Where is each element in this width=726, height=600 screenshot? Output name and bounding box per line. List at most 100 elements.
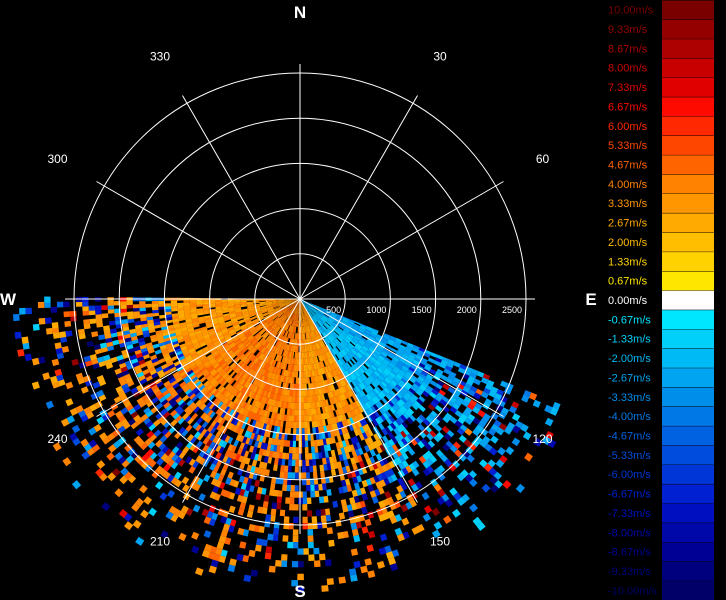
velocity-gate-17 [407,342,414,348]
velocity-gate-2727 [275,326,281,333]
velocity-gate-2305 [260,402,266,410]
velocity-gate-2551 [242,395,249,402]
velocity-gate-2100 [292,326,295,333]
velocity-gate-3437 [122,386,131,394]
velocity-gate-1674 [313,484,319,491]
velocity-gate-1639 [314,446,319,453]
velocity-gate-557 [493,471,502,481]
velocity-gate-2622 [212,435,219,444]
velocity-gate-3760 [205,320,212,325]
velocity-gate-443 [375,358,383,365]
velocity-gate-3441 [83,406,92,415]
velocity-gate-2338 [258,402,263,409]
velocity-gate-1669 [311,452,316,460]
velocity-gate-3577 [197,336,204,341]
velocity-gate-3402 [163,369,172,376]
velocity-gate-180 [407,356,415,363]
velocity-gate-2431 [246,410,252,418]
velocity-gate-2524 [236,413,242,420]
velocity-gate-3581 [173,345,181,351]
legend-swatch-24 [662,465,714,484]
velocity-gate-3876 [278,301,285,303]
velocity-gate-1507 [312,369,316,377]
velocity-gate-186 [440,374,448,381]
velocity-gate-2602 [281,322,286,329]
velocity-gate-2475 [293,307,297,313]
velocity-gate-653 [301,301,307,306]
velocity-gate-2738 [234,382,241,390]
velocity-gate-3306 [190,363,198,370]
velocity-gate-1537 [311,370,315,377]
velocity-gate-1349 [329,398,334,405]
velocity-gate-3520 [187,345,195,351]
velocity-gate-2608 [262,355,267,362]
velocity-gate-4122 [82,301,89,307]
velocity-gate-2953 [199,395,207,402]
velocity-gate-2454 [276,341,281,348]
velocity-gate-487 [418,395,426,403]
velocity-gate-3941 [259,303,266,305]
velocity-gate-1027 [334,361,339,369]
velocity-gate-466 [311,308,317,313]
velocity-gate-516 [416,398,424,406]
velocity-gate-2708 [225,399,232,407]
velocity-gate-544 [399,388,407,395]
velocity-gate-3530 [65,398,74,407]
velocity-gate-826 [392,420,400,429]
velocity-gate-817 [358,375,364,383]
velocity-gate-3734 [187,327,195,332]
velocity-gate-4059 [82,310,90,316]
velocity-gate-1700 [306,427,311,435]
velocity-gate-1210 [301,301,304,308]
velocity-gate-2451 [285,324,289,331]
velocity-gate-2779 [182,446,190,454]
velocity-gate-4039 [227,302,235,305]
velocity-gate-2173 [269,405,275,413]
velocity-gate-23 [441,356,450,363]
velocity-gate-2719 [170,476,179,485]
velocity-gate-1922 [292,371,295,378]
velocity-gate-3922 [172,315,179,320]
velocity-gate-1282 [323,366,327,374]
velocity-gate-535 [357,350,364,357]
velocity-gate-1874 [290,484,295,492]
velocity-gate-2998 [284,309,289,315]
velocity-gate-3878 [266,303,273,306]
velocity-gate-1106 [383,470,391,478]
velocity-gate-3055 [146,430,155,439]
velocity-gate-1214 [310,324,314,332]
velocity-gate-1190 [329,371,334,378]
velocity-gate-3499 [136,371,144,378]
velocity-gate-904 [336,353,341,360]
velocity-gate-3180 [140,413,149,422]
legend-swatch-17 [662,329,714,349]
velocity-gate-3341 [177,368,185,375]
velocity-gate-1615 [325,514,332,522]
velocity-gate-2641 [253,365,259,372]
velocity-gate-3904 [291,299,298,301]
velocity-gate-3289 [281,307,288,311]
legend-label-16: -0.67m/s [608,314,651,326]
velocity-gate-2234 [269,392,274,399]
cardinal-east-label: E [585,290,596,309]
velocity-gate-1126 [340,386,346,394]
velocity-gate-13 [383,333,391,338]
velocity-gate-3621 [291,299,298,303]
velocity-gate-1136 [369,449,377,457]
velocity-gate-727 [350,357,357,364]
velocity-gate-1927 [289,402,293,409]
velocity-gate-3583 [161,350,169,356]
velocity-gate-2184 [237,527,245,536]
velocity-gate-3261 [255,324,262,330]
velocity-gate-971 [356,392,362,400]
velocity-gate-651 [468,470,477,479]
velocity-gate-2179 [258,448,264,456]
velocity-gate-77 [353,323,361,328]
velocity-gate-573 [375,369,382,376]
velocity-gate-308 [365,341,372,347]
velocity-gate-2924 [197,401,205,409]
velocity-gate-1478 [315,375,319,383]
velocity-gate-348 [410,374,418,382]
azimuth-spoke-120 [299,298,504,417]
velocity-gate-3637 [189,334,197,339]
